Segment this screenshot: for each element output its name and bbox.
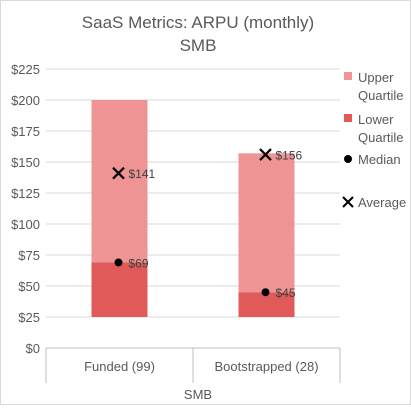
data-label: $69 bbox=[129, 256, 149, 270]
y-tick-label: $50 bbox=[18, 279, 40, 294]
x-tick-label: Funded (99) bbox=[84, 359, 155, 374]
legend-item: Average bbox=[342, 195, 406, 210]
data-label: $45 bbox=[276, 286, 296, 300]
legend-label: Lower Quartile bbox=[358, 112, 404, 145]
average-marker bbox=[259, 148, 272, 161]
legend-label: Median bbox=[358, 152, 401, 167]
legend-swatch bbox=[344, 114, 352, 122]
data-label: $156 bbox=[276, 149, 303, 163]
y-tick-label: $25 bbox=[18, 310, 40, 325]
chart-title: SaaS Metrics: ARPU (monthly) bbox=[82, 13, 314, 32]
y-tick-label: $225 bbox=[11, 62, 40, 77]
bar-lower-quartile bbox=[91, 262, 148, 317]
x-tick-label: Bootstrapped (28) bbox=[214, 359, 318, 374]
legend-label: Upper Quartile bbox=[358, 70, 404, 103]
y-tick-label: $175 bbox=[11, 124, 40, 139]
chart-subtitle: SMB bbox=[180, 36, 217, 55]
legend-item: Upper Quartile bbox=[344, 70, 404, 103]
legend-swatch bbox=[344, 72, 352, 80]
bar-upper-quartile bbox=[91, 100, 148, 263]
y-tick-label: $150 bbox=[11, 155, 40, 170]
y-tick-label: $125 bbox=[11, 186, 40, 201]
median-marker bbox=[114, 258, 123, 267]
y-tick-label: $75 bbox=[18, 248, 40, 263]
legend-swatch bbox=[344, 155, 352, 163]
legend-item: Median bbox=[344, 152, 401, 167]
bar-lower-quartile bbox=[238, 292, 295, 317]
median-marker bbox=[261, 288, 270, 297]
legend-label: Average bbox=[358, 195, 406, 210]
bar-upper-quartile bbox=[238, 153, 295, 293]
average-marker bbox=[112, 166, 125, 180]
y-tick-label: $0 bbox=[26, 341, 40, 356]
x-axis-title: SMB bbox=[184, 387, 212, 402]
legend-swatch bbox=[342, 196, 354, 208]
y-tick-label: $100 bbox=[11, 217, 40, 232]
data-label: $141 bbox=[129, 167, 156, 181]
y-tick-label: $200 bbox=[11, 93, 40, 108]
legend-item: Lower Quartile bbox=[344, 112, 404, 145]
